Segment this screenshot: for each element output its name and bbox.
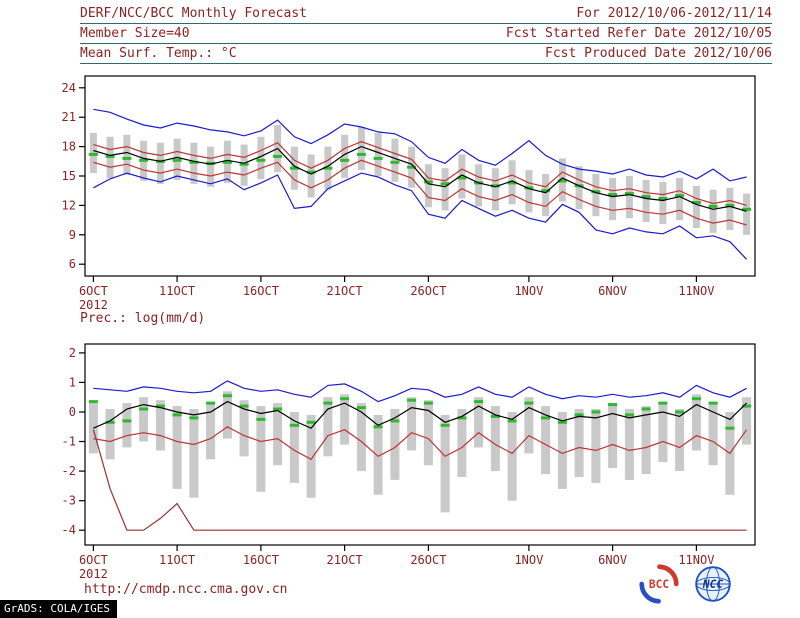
temp-panel-label: Mean Surf. Temp.: °C xyxy=(80,46,237,61)
svg-text:6OCT: 6OCT xyxy=(79,553,108,567)
red-lower-line xyxy=(93,159,747,226)
svg-text:6OCT: 6OCT xyxy=(79,284,108,298)
svg-text:2: 2 xyxy=(69,346,76,360)
y-axis: -4 -3 -2 -1 0 1 2 xyxy=(62,346,85,537)
grads-credit: GrADS: COLA/IGES xyxy=(0,600,117,618)
green-dash-series xyxy=(88,394,752,430)
svg-text:11NOV: 11NOV xyxy=(678,284,714,298)
prec-panel-label: Prec.: log(mm/d) xyxy=(80,311,206,326)
forecast-title: DERF/NCC/BCC Monthly Forecast xyxy=(80,6,307,21)
black-mean-line xyxy=(93,400,748,429)
svg-text:-2: -2 xyxy=(62,464,76,478)
red-upper-line xyxy=(93,141,747,206)
y-axis: 6 9 12 15 18 21 24 xyxy=(62,81,85,271)
ncc-logo-text: NCC xyxy=(702,578,723,591)
plot-frame xyxy=(84,343,756,546)
temperature-chart: 6 9 12 15 18 21 24 6OCT 11OCT 16OCT 21OCT 26OCT 1NOV… xyxy=(62,75,756,312)
svg-text:6NOV: 6NOV xyxy=(598,553,627,567)
year-label: 2012 xyxy=(79,298,108,312)
header: DERF/NCC/BCC Monthly Forecast For 2012/1… xyxy=(80,4,772,64)
header-row-2: Member Size=40 Fcst Started Refer Date 2… xyxy=(80,24,772,44)
svg-text:21OCT: 21OCT xyxy=(327,553,363,567)
svg-text:21OCT: 21OCT xyxy=(327,284,363,298)
svg-text:11OCT: 11OCT xyxy=(159,553,195,567)
svg-text:11OCT: 11OCT xyxy=(159,284,195,298)
fcst-produced-date: Fcst Produced Date 2012/10/06 xyxy=(545,46,772,61)
ensemble-spread-bars xyxy=(88,391,752,513)
svg-text:0: 0 xyxy=(69,405,76,419)
svg-text:26OCT: 26OCT xyxy=(410,284,446,298)
svg-text:1NOV: 1NOV xyxy=(514,553,543,567)
black-mean-line xyxy=(93,145,747,212)
fcst-refer-date: Fcst Started Refer Date 2012/10/05 xyxy=(505,26,772,41)
svg-text:12: 12 xyxy=(62,198,76,212)
svg-text:9: 9 xyxy=(69,228,76,242)
svg-text:24: 24 xyxy=(62,81,76,95)
header-row-3: Mean Surf. Temp.: °C Fcst Produced Date … xyxy=(80,44,772,64)
svg-text:6NOV: 6NOV xyxy=(598,284,627,298)
svg-text:1NOV: 1NOV xyxy=(514,284,543,298)
svg-text:-4: -4 xyxy=(62,523,76,537)
blue-upper-line xyxy=(93,380,747,403)
year-label: 2012 xyxy=(79,567,108,581)
red-mid-line xyxy=(93,426,748,461)
bcc-logo-text: BCC xyxy=(649,578,669,591)
svg-text:1: 1 xyxy=(69,375,76,389)
x-axis: 6OCT 11OCT 16OCT 21OCT 26OCT 1NOV 6NOV 11NOV 201… xyxy=(79,276,714,312)
agency-logos: BCC NCC xyxy=(638,563,734,605)
source-url: http://cmdp.ncc.cma.gov.cn xyxy=(84,582,288,597)
blue-lower-line xyxy=(93,172,748,260)
svg-text:16OCT: 16OCT xyxy=(243,284,279,298)
svg-text:26OCT: 26OCT xyxy=(410,553,446,567)
green-dash-series xyxy=(88,152,752,211)
x-axis: 6OCT 11OCT 16OCT 21OCT 26OCT 1NOV 6NOV 11NOV 201… xyxy=(79,545,714,581)
svg-text:18: 18 xyxy=(62,140,76,154)
svg-text:6: 6 xyxy=(69,257,76,271)
svg-text:-1: -1 xyxy=(62,435,76,449)
svg-text:11NOV: 11NOV xyxy=(678,553,714,567)
svg-text:16OCT: 16OCT xyxy=(243,553,279,567)
svg-text:15: 15 xyxy=(62,169,76,183)
ncc-logo: NCC xyxy=(695,566,731,602)
bcc-logo: BCC xyxy=(639,564,679,604)
red-low-line xyxy=(92,429,747,531)
blue-upper-line xyxy=(93,108,747,182)
header-row-1: DERF/NCC/BCC Monthly Forecast For 2012/1… xyxy=(80,4,772,24)
svg-text:21: 21 xyxy=(62,110,76,124)
member-size-label: Member Size=40 xyxy=(80,26,190,41)
forecast-range: For 2012/10/06-2012/11/14 xyxy=(576,6,772,21)
svg-text:-3: -3 xyxy=(62,494,76,508)
ensemble-spread-bars xyxy=(89,125,751,235)
